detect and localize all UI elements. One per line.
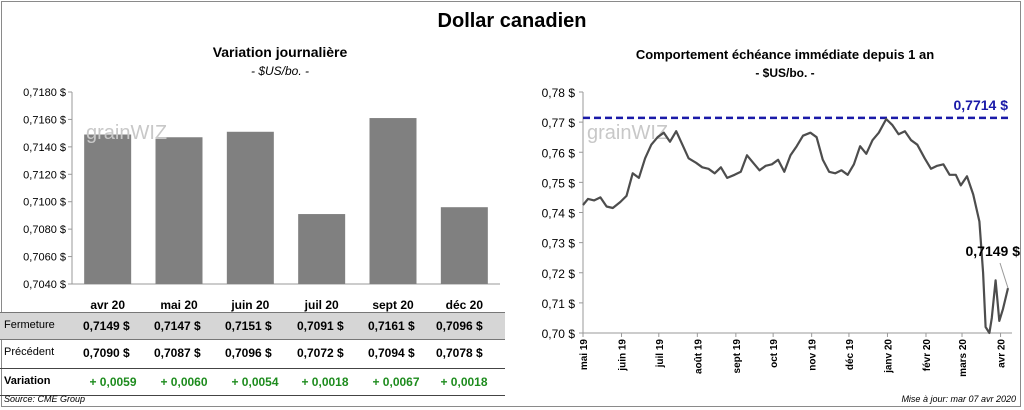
close-cell: 0,7161 $ <box>368 319 415 333</box>
line-y-tick-label: 0,70 $ <box>542 327 576 341</box>
variation-cell: + 0,0054 <box>231 375 279 389</box>
bar-x-label: juil 20 <box>304 298 339 312</box>
close-cell: 0,7091 $ <box>297 319 344 333</box>
update-note: Mise à jour: mar 07 avr 2020 <box>901 394 1016 404</box>
bar <box>84 134 132 284</box>
close-cell: 0,7096 $ <box>436 319 483 333</box>
line-y-tick-label: 0,75 $ <box>542 176 576 190</box>
bar <box>226 131 274 284</box>
bar-y-tick-label: 0,7160 $ <box>23 114 66 126</box>
reference-line-label: 0,7714 $ <box>954 97 1009 113</box>
line-x-tick-label: mars 20 <box>958 339 969 377</box>
price-line <box>582 117 1010 335</box>
line-y-tick-label: 0,72 $ <box>542 267 576 281</box>
watermark: grainWIZ <box>86 122 167 144</box>
close-row: Fermeture 0,7149 $ 0,7147 $ 0,7151 $ 0,7… <box>0 312 505 340</box>
bar-x-label: sept 20 <box>372 298 414 312</box>
variation-row-label: Variation <box>4 375 51 387</box>
line-x-tick-label: juil 19 <box>655 339 666 369</box>
bar-chart-subtitle: - $US/bo. - <box>250 64 310 78</box>
line-y-tick-label: 0,73 $ <box>542 237 576 251</box>
variation-cell: + 0,0018 <box>440 375 488 389</box>
bar-y-tick-label: 0,7040 $ <box>23 279 66 291</box>
last-value-leader <box>999 262 1009 289</box>
previous-cell: 0,7090 $ <box>83 346 130 360</box>
last-value-label: 0,7149 $ <box>966 243 1021 259</box>
bar-y-tick-label: 0,7100 $ <box>23 197 66 209</box>
variation-cell: + 0,0018 <box>301 375 349 389</box>
line-x-tick-label: déc 19 <box>845 339 856 371</box>
variation-cell: + 0,0060 <box>160 375 208 389</box>
line-chart-subtitle: - $US/bo. - <box>755 66 815 80</box>
close-cell: 0,7149 $ <box>83 319 130 333</box>
bar-y-tick-label: 0,7180 $ <box>23 87 66 99</box>
bar <box>369 118 417 284</box>
previous-row: Précédent 0,7090 $ 0,7087 $ 0,7096 $ 0,7… <box>0 340 505 366</box>
variation-cell: + 0,0067 <box>372 375 420 389</box>
main-title: Dollar canadien <box>437 10 587 32</box>
line-x-tick-label: oct 19 <box>769 339 780 368</box>
line-x-tick-label: avr 20 <box>997 339 1008 368</box>
line-y-tick-label: 0,74 $ <box>542 207 576 221</box>
source-note: Source: CME Group <box>4 394 86 404</box>
variation-cell: + 0,0059 <box>89 375 137 389</box>
line-y-tick-label: 0,77 $ <box>542 116 576 130</box>
previous-cell: 0,7094 $ <box>368 346 415 360</box>
variation-row: Variation + 0,0059 + 0,0060 + 0,0054 + 0… <box>0 368 505 396</box>
line-x-tick-label: janv 20 <box>883 339 894 374</box>
line-x-tick-label: févr 20 <box>922 339 933 372</box>
line-y-tick-label: 0,71 $ <box>542 297 576 311</box>
bar <box>440 207 488 284</box>
bar <box>298 214 346 284</box>
bar-x-label: juin 20 <box>230 298 269 312</box>
bar-y-tick-label: 0,7140 $ <box>23 142 66 154</box>
line-x-tick-label: août 19 <box>693 339 704 374</box>
close-row-label: Fermeture <box>4 319 55 331</box>
line-y-tick-label: 0,78 $ <box>542 86 576 100</box>
previous-cell: 0,7078 $ <box>436 346 483 360</box>
bar-chart-title: Variation journalière <box>212 44 348 60</box>
previous-row-label: Précédent <box>4 346 55 358</box>
previous-cell: 0,7072 $ <box>297 346 344 360</box>
bar-x-label: déc 20 <box>446 298 484 312</box>
line-x-tick-label: nov 19 <box>808 339 819 371</box>
previous-cell: 0,7087 $ <box>154 346 201 360</box>
watermark: grainWIZ <box>587 122 668 144</box>
line-y-tick-label: 0,76 $ <box>542 146 576 160</box>
bar-y-tick-label: 0,7060 $ <box>23 252 66 264</box>
line-chart-title: Comportement échéance immédiate depuis 1… <box>635 47 935 62</box>
line-x-tick-label: sept 19 <box>732 339 743 374</box>
line-x-tick-label: mai 19 <box>579 339 590 371</box>
line-x-tick-label: juin 19 <box>618 339 629 372</box>
close-cell: 0,7147 $ <box>154 319 201 333</box>
bar <box>155 137 203 284</box>
close-cell: 0,7151 $ <box>225 319 272 333</box>
bar-x-label: avr 20 <box>90 298 125 312</box>
bar-y-tick-label: 0,7080 $ <box>23 224 66 236</box>
bar-y-tick-label: 0,7120 $ <box>23 169 66 181</box>
bar-x-label: mai 20 <box>160 298 198 312</box>
previous-cell: 0,7096 $ <box>225 346 272 360</box>
